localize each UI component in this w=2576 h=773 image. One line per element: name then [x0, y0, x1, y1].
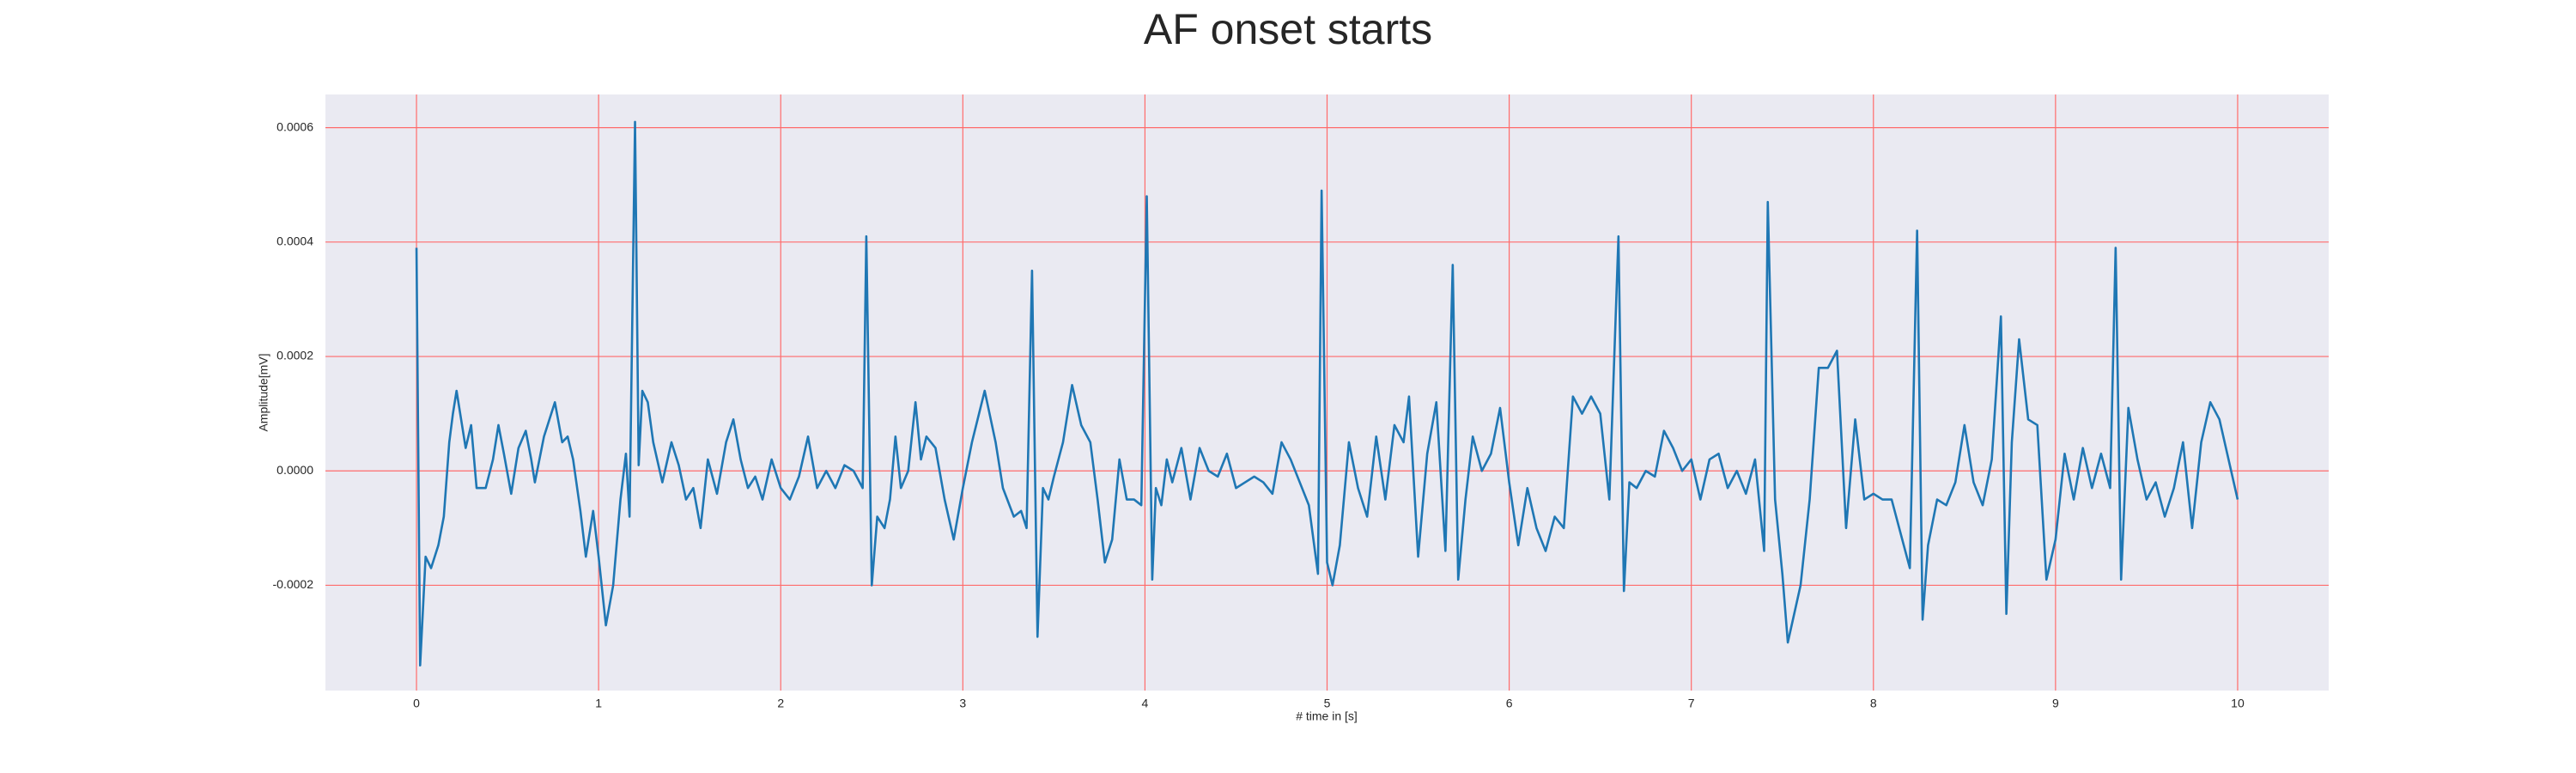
x-tick-label: 4 [1142, 697, 1149, 710]
x-tick-label: 1 [595, 697, 602, 710]
y-tick-label: -0.0002 [273, 577, 314, 591]
data-line [415, 120, 2239, 666]
x-tick-label: 9 [2052, 697, 2059, 710]
x-tick-label: 2 [777, 697, 784, 710]
x-tick-label: 5 [1324, 697, 1331, 710]
x-tick-label: 8 [1870, 697, 1877, 710]
x-tick-label: 10 [2231, 697, 2245, 710]
y-tick-label: 0.0004 [276, 234, 313, 248]
x-axis-label: # time in [s] [1296, 709, 1358, 723]
x-tick-label: 0 [413, 697, 420, 710]
y-tick-label: 0.0002 [276, 349, 313, 362]
y-axis-label: Amplitude[mV] [257, 353, 270, 431]
y-tick-label: 0.0000 [276, 463, 313, 477]
x-tick-label: 3 [959, 697, 966, 710]
chart-title: AF onset starts [1144, 5, 1432, 53]
x-tick-label: 7 [1688, 697, 1695, 710]
x-tick-label: 6 [1506, 697, 1513, 710]
y-tick-label: 0.0006 [276, 119, 313, 133]
